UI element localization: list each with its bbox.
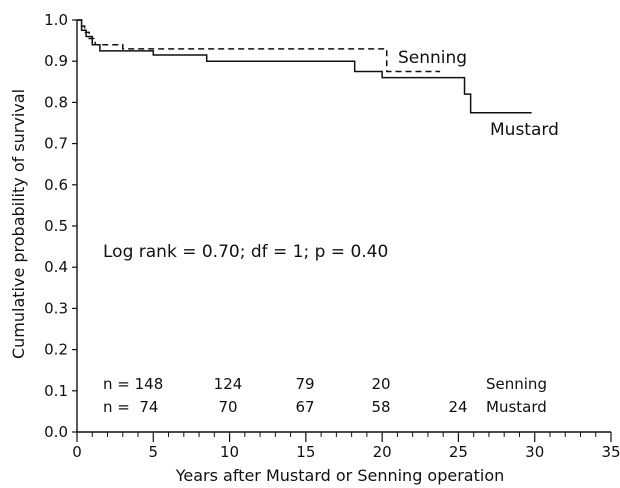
y-tick-label: 0.2 xyxy=(44,341,68,359)
y-tick-label: 0.1 xyxy=(44,382,68,400)
x-tick-label: 25 xyxy=(449,443,468,461)
senning-survival-curve xyxy=(77,19,441,73)
mustard-risk-value: 67 xyxy=(295,398,314,416)
mustard-curve-label: Mustard xyxy=(490,120,559,140)
x-tick-label: 35 xyxy=(601,443,620,461)
mustard-risk-prefix: n = 74 xyxy=(103,398,158,416)
y-tick-label: 0.3 xyxy=(44,299,68,317)
x-axis-title: Years after Mustard or Senning operation xyxy=(175,466,505,485)
x-tick-label: 20 xyxy=(373,443,392,461)
x-tick-label: 15 xyxy=(296,443,315,461)
senning-risk-prefix: n = 148 xyxy=(103,375,163,393)
y-axis-title: Cumulative probability of survival xyxy=(9,89,28,359)
senning-risk-value: 79 xyxy=(295,375,314,393)
survival-curves xyxy=(77,19,532,114)
numbers-at-risk-table: n = 148 124 79 20 Senning n = 74 70 67 5… xyxy=(103,375,547,416)
axes xyxy=(76,20,611,433)
y-tick-label: 0.6 xyxy=(44,176,68,194)
senning-risk-value: 124 xyxy=(214,375,243,393)
y-tick-label: 0.0 xyxy=(44,423,68,441)
senning-curve-label: Senning xyxy=(398,48,467,68)
y-tick-label: 1.0 xyxy=(44,11,68,29)
mustard-survival-curve xyxy=(77,19,532,114)
mustard-risk-value: 70 xyxy=(218,398,237,416)
mustard-risk-label: Mustard xyxy=(486,398,547,416)
y-tick-label: 0.8 xyxy=(44,93,68,111)
x-tick-label: 0 xyxy=(72,443,82,461)
y-tick-label: 0.5 xyxy=(44,217,68,235)
y-tick-label: 0.7 xyxy=(44,135,68,153)
mustard-risk-value: 58 xyxy=(371,398,390,416)
mustard-risk-value: 24 xyxy=(448,398,467,416)
log-rank-annotation: Log rank = 0.70; df = 1; p = 0.40 xyxy=(103,242,388,262)
ticks: 0 5 10 15 20 25 30 35 0.0 0.1 0.2 0.3 0.4 0.5 0.6 0.7 0.… xyxy=(44,11,620,461)
x-tick-label: 10 xyxy=(220,443,239,461)
x-tick-label: 5 xyxy=(149,443,159,461)
senning-risk-label: Senning xyxy=(486,375,547,393)
y-tick-label: 0.9 xyxy=(44,52,68,70)
senning-risk-value: 20 xyxy=(371,375,390,393)
x-tick-label: 30 xyxy=(525,443,544,461)
y-tick-label: 0.4 xyxy=(44,258,68,276)
